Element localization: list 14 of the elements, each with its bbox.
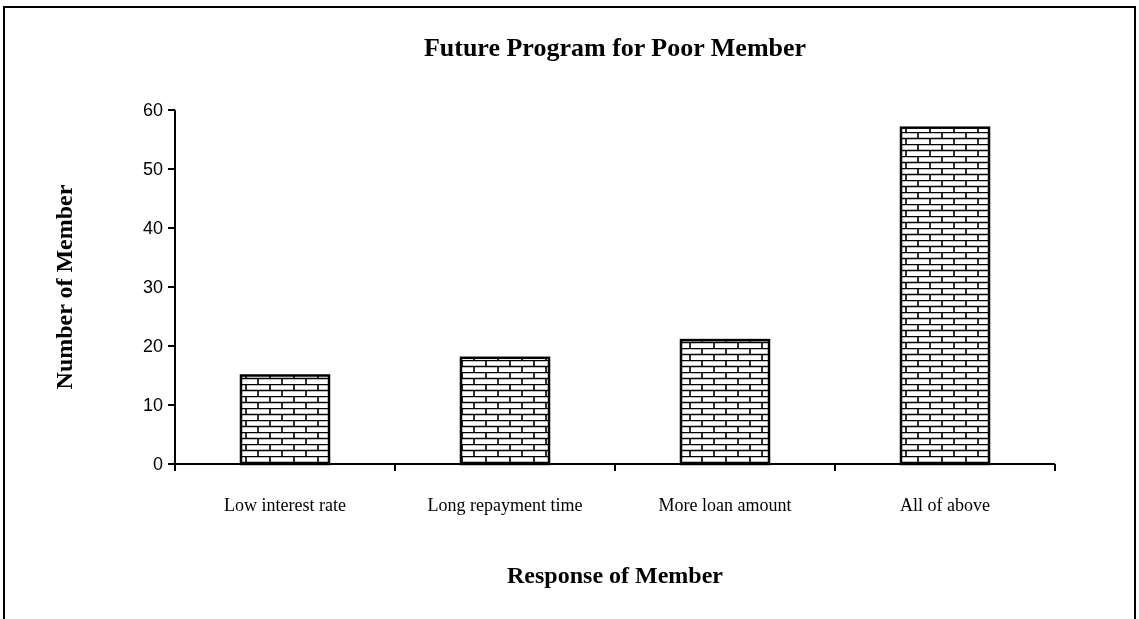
- x-tick-label: More loan amount: [658, 495, 792, 515]
- y-tick-label: 20: [142, 336, 163, 357]
- chart-title: Future Program for Poor Member: [423, 33, 807, 62]
- x-tick-label: Low interest rate: [224, 495, 346, 515]
- y-axis-title: Number of Member: [51, 184, 77, 390]
- y-tick-label: 0: [152, 454, 163, 475]
- y-tick-label: 10: [142, 395, 163, 416]
- y-tick-label: 40: [142, 218, 163, 239]
- x-axis-title: Response of Member: [507, 562, 724, 588]
- y-tick-label: 50: [142, 159, 163, 180]
- y-tick-label: 30: [142, 277, 163, 298]
- y-tick-label: 60: [142, 100, 163, 121]
- x-tick-label: All of above: [900, 495, 990, 515]
- x-tick-label: Long repayment time: [427, 495, 583, 515]
